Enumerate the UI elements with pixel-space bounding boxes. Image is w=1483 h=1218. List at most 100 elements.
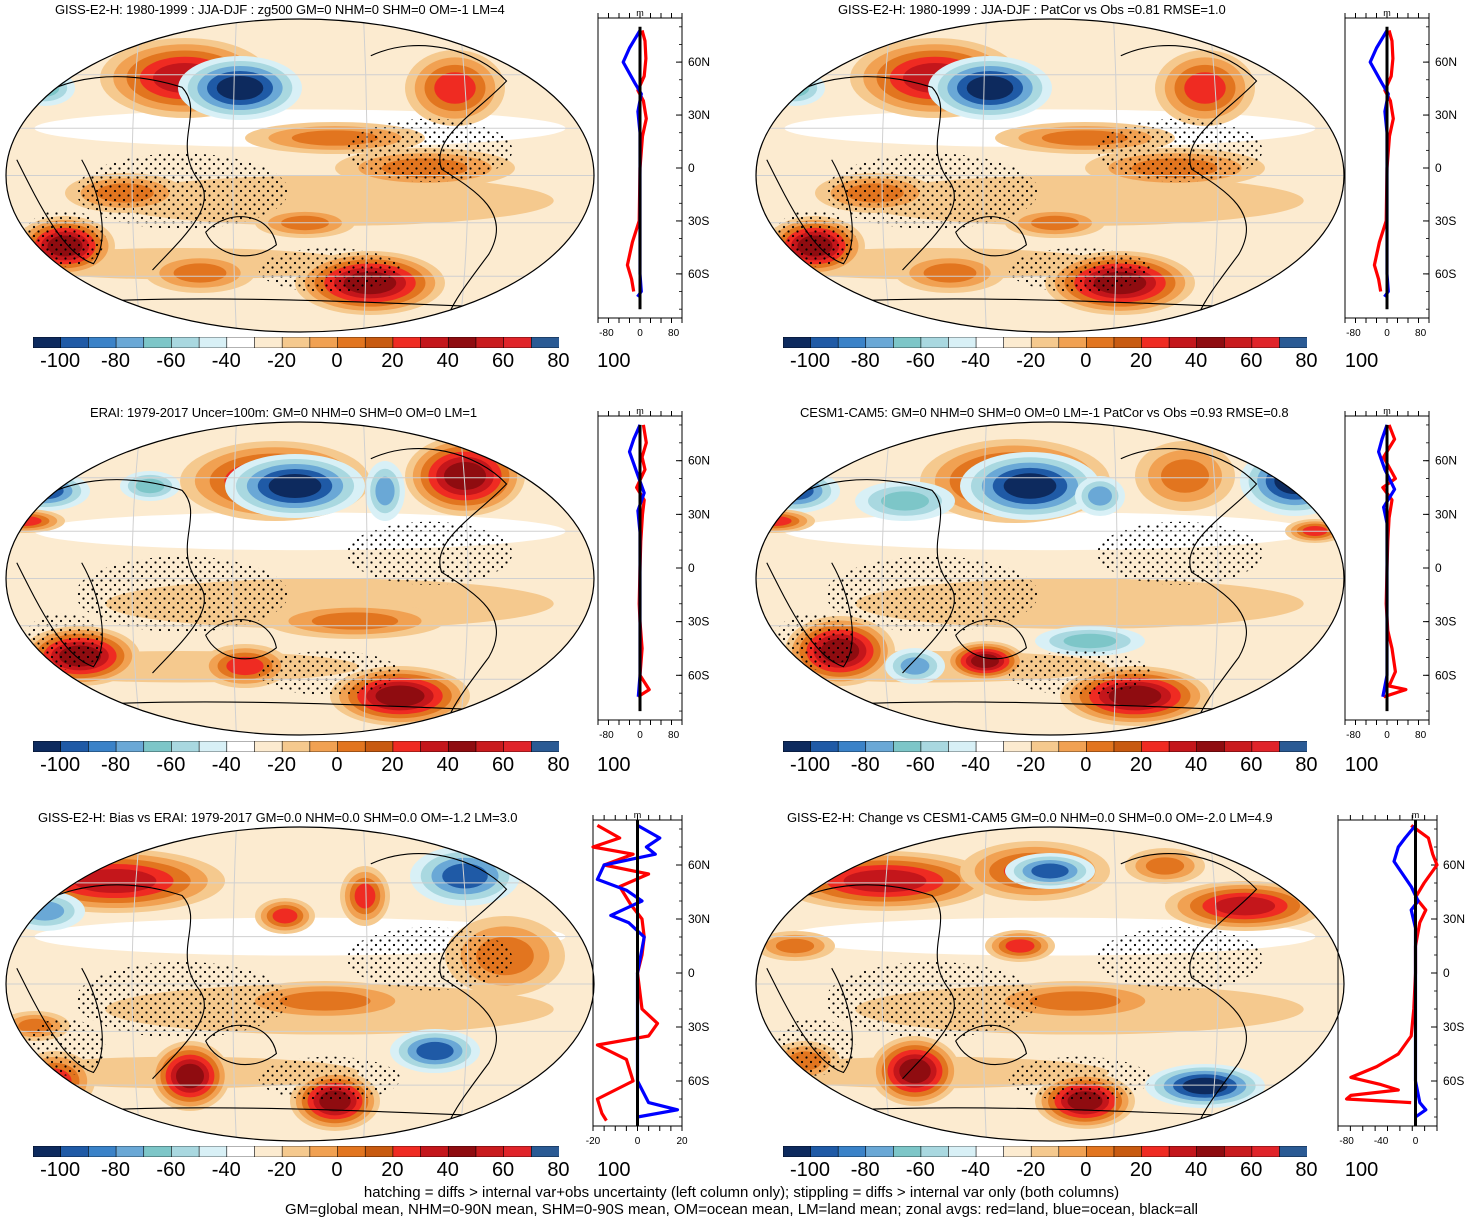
graticule-line [881, 827, 892, 1141]
colorbar-swatch [1141, 741, 1170, 752]
colorbar-swatch [364, 337, 394, 348]
footer-note-means: GM=global mean, NHM=0-90N mean, SHM=0-90… [284, 1201, 1198, 1218]
anomaly-contour [135, 478, 165, 494]
graticule-line [1208, 827, 1219, 1141]
anomaly-contour [272, 908, 298, 924]
colorbar-tick-label: -20 [1016, 754, 1046, 776]
colorbar-swatch [975, 337, 1005, 348]
profile-x-tick-label: -20 [586, 1136, 601, 1147]
colorbar-tick-label: -20 [1016, 350, 1046, 372]
profile-unit-label: m [636, 406, 644, 416]
stippling [75, 153, 289, 230]
colorbar-tick-label: -20 [267, 754, 297, 776]
colorbar-swatch [309, 337, 339, 348]
anomaly-contour [268, 473, 322, 499]
coastline [1120, 853, 1258, 1127]
profile-lat-label: 60S [1435, 668, 1456, 682]
colorbar-tick-label: 40 [1185, 1159, 1208, 1181]
map-outline [755, 421, 1345, 736]
colorbar-tick-label: 0 [1080, 754, 1092, 776]
stippling [258, 247, 401, 293]
panel-6-title: GISS-E2-H: Change vs CESM1-CAM5 GM=0.0 N… [787, 810, 1273, 825]
colorbar-tick-label: -100 [40, 1159, 81, 1181]
colorbar-swatch [254, 741, 283, 752]
panel-3-map [5, 421, 595, 736]
colorbar-tick-label: 20 [1129, 1159, 1153, 1181]
panel-2-colorbar [783, 337, 1307, 348]
colorbar-tick-label: -40 [211, 350, 241, 372]
colorbar-tick-label: 20 [381, 350, 404, 372]
panel-5-title: GISS-E2-H: Bias vs ERAI: 1979-2017 GM=0.… [38, 810, 518, 825]
colorbar-swatch [837, 337, 867, 348]
panel-3-colorbar [33, 741, 559, 752]
anomaly-contour [776, 481, 814, 501]
graticule-line [458, 422, 469, 735]
colorbar-tick-label: 80 [1295, 350, 1318, 372]
graticule-line [232, 827, 237, 1141]
profile-unit-label: m [636, 8, 644, 18]
coastline [955, 216, 1028, 257]
coastline [1120, 44, 1258, 318]
colorbar-tick-label: 0 [331, 1159, 343, 1181]
anomaly-contour [775, 938, 815, 954]
colorbar-tick-label: -60 [905, 754, 935, 776]
profile-lat-label: 60S [688, 668, 709, 682]
colorbar-swatch [893, 741, 922, 752]
panel-5-zonal-profile: m 60N 30N 0 30S 60S -20 0 20 [586, 810, 710, 1147]
colorbar-tick-label: -80 [850, 350, 880, 372]
colorbar-swatch [475, 741, 505, 752]
panel-1-zonal-profile: m 60N 30N 0 30S 60S -80 0 80 [597, 8, 710, 339]
colorbar-tick-label: 60 [1240, 350, 1263, 372]
profile-lat-label: 60S [688, 267, 709, 281]
coastline [766, 967, 853, 1074]
colorbar-swatch [281, 337, 311, 348]
stippling [1008, 650, 1151, 696]
anomaly-contour [8, 516, 42, 526]
colorbar-swatch [948, 1146, 977, 1157]
graticule-line [131, 827, 142, 1141]
stippling [1008, 247, 1151, 293]
colorbar-tick-label: -40 [961, 1159, 990, 1181]
colorbar-tick-label: -40 [211, 754, 241, 776]
colorbar-swatch [309, 1146, 339, 1157]
coastline [1120, 447, 1258, 721]
stippling [1008, 1056, 1151, 1101]
anomaly-contour [354, 883, 376, 909]
colorbar-tick-label: 80 [1295, 1159, 1318, 1181]
anomaly-contour [966, 75, 1014, 101]
colorbar-tick-label: 20 [1129, 754, 1153, 776]
profile-series-land [625, 29, 648, 292]
colorbar-swatch [33, 1146, 62, 1157]
anomaly-contour [279, 991, 371, 1011]
panel-5-colorbar [33, 1146, 559, 1157]
profile-x-tick-label: -80 [1339, 1136, 1354, 1147]
profile-x-tick-label: 80 [668, 328, 680, 339]
anomaly-contour [1063, 633, 1117, 649]
colorbar-swatch [143, 741, 173, 752]
anomaly-contour [1003, 473, 1057, 499]
colorbar-swatch [1168, 741, 1198, 752]
colorbar-swatch [1196, 337, 1226, 348]
panel-6-zonal-profile: m 60N 30N 0 30S 60S -80 -40 0 [1337, 810, 1465, 1147]
profile-lat-label: 60N [1443, 858, 1465, 872]
stippling [258, 650, 401, 696]
graticule-line [232, 19, 237, 332]
anomaly-contour [780, 79, 810, 97]
anomaly-contour [30, 79, 60, 97]
colorbar-swatch [60, 1146, 90, 1157]
colorbar-swatch [420, 337, 450, 348]
colorbar-swatch [1030, 337, 1060, 348]
colorbar-tick-label: 0 [1080, 350, 1092, 372]
colorbar-tick-label: 40 [436, 1159, 459, 1181]
anomaly-contour [543, 451, 587, 481]
anomaly-contour [521, 41, 569, 65]
colorbar-tick-label: -80 [850, 1159, 880, 1181]
colorbar-swatch [865, 337, 895, 348]
panel-4-map [755, 421, 1345, 736]
colorbar-tick-label: 0 [331, 350, 343, 372]
anomaly-contour [416, 1041, 454, 1061]
panel-4-zonal-profile: m 60N 30N 0 30S 60S -80 0 80 [1344, 406, 1457, 741]
colorbar-tick-label: 80 [547, 1159, 570, 1181]
colorbar-tick-label: 40 [436, 754, 459, 776]
graticule-line [1113, 422, 1118, 735]
